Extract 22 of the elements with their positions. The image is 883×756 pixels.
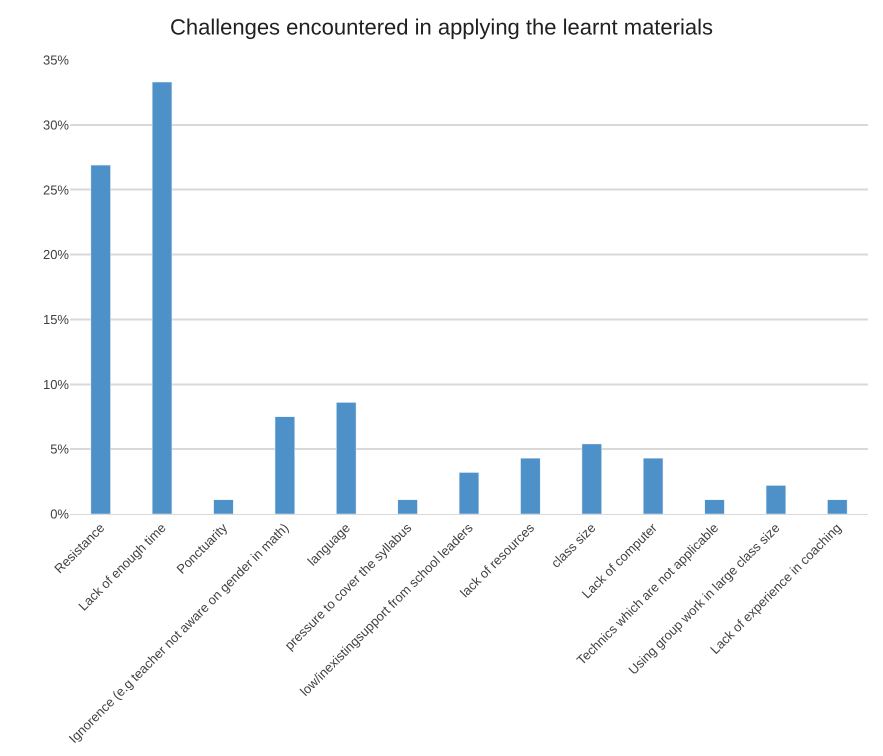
y-tick-label: 25% — [42, 182, 70, 198]
y-tick-label: 0% — [50, 506, 70, 522]
bar — [520, 458, 540, 514]
y-tick-label: 10% — [42, 376, 70, 392]
bar — [398, 499, 418, 514]
y-tick-label: 15% — [42, 312, 70, 327]
bar — [704, 499, 725, 514]
chart-title: Challenges encountered in applying the learnt materials — [170, 14, 714, 40]
bar — [827, 499, 848, 514]
bar — [582, 444, 602, 514]
y-tick-label: 5% — [50, 442, 70, 457]
bar — [90, 164, 111, 514]
bar — [152, 82, 172, 514]
bar — [336, 402, 356, 514]
bar — [458, 472, 480, 514]
bar — [213, 499, 234, 514]
y-tick-label: 30% — [42, 117, 70, 132]
y-tick-label: 20% — [42, 247, 70, 262]
bar — [766, 485, 786, 514]
bar — [274, 416, 295, 514]
y-tick-label: 35% — [42, 52, 70, 68]
bar — [643, 458, 664, 514]
